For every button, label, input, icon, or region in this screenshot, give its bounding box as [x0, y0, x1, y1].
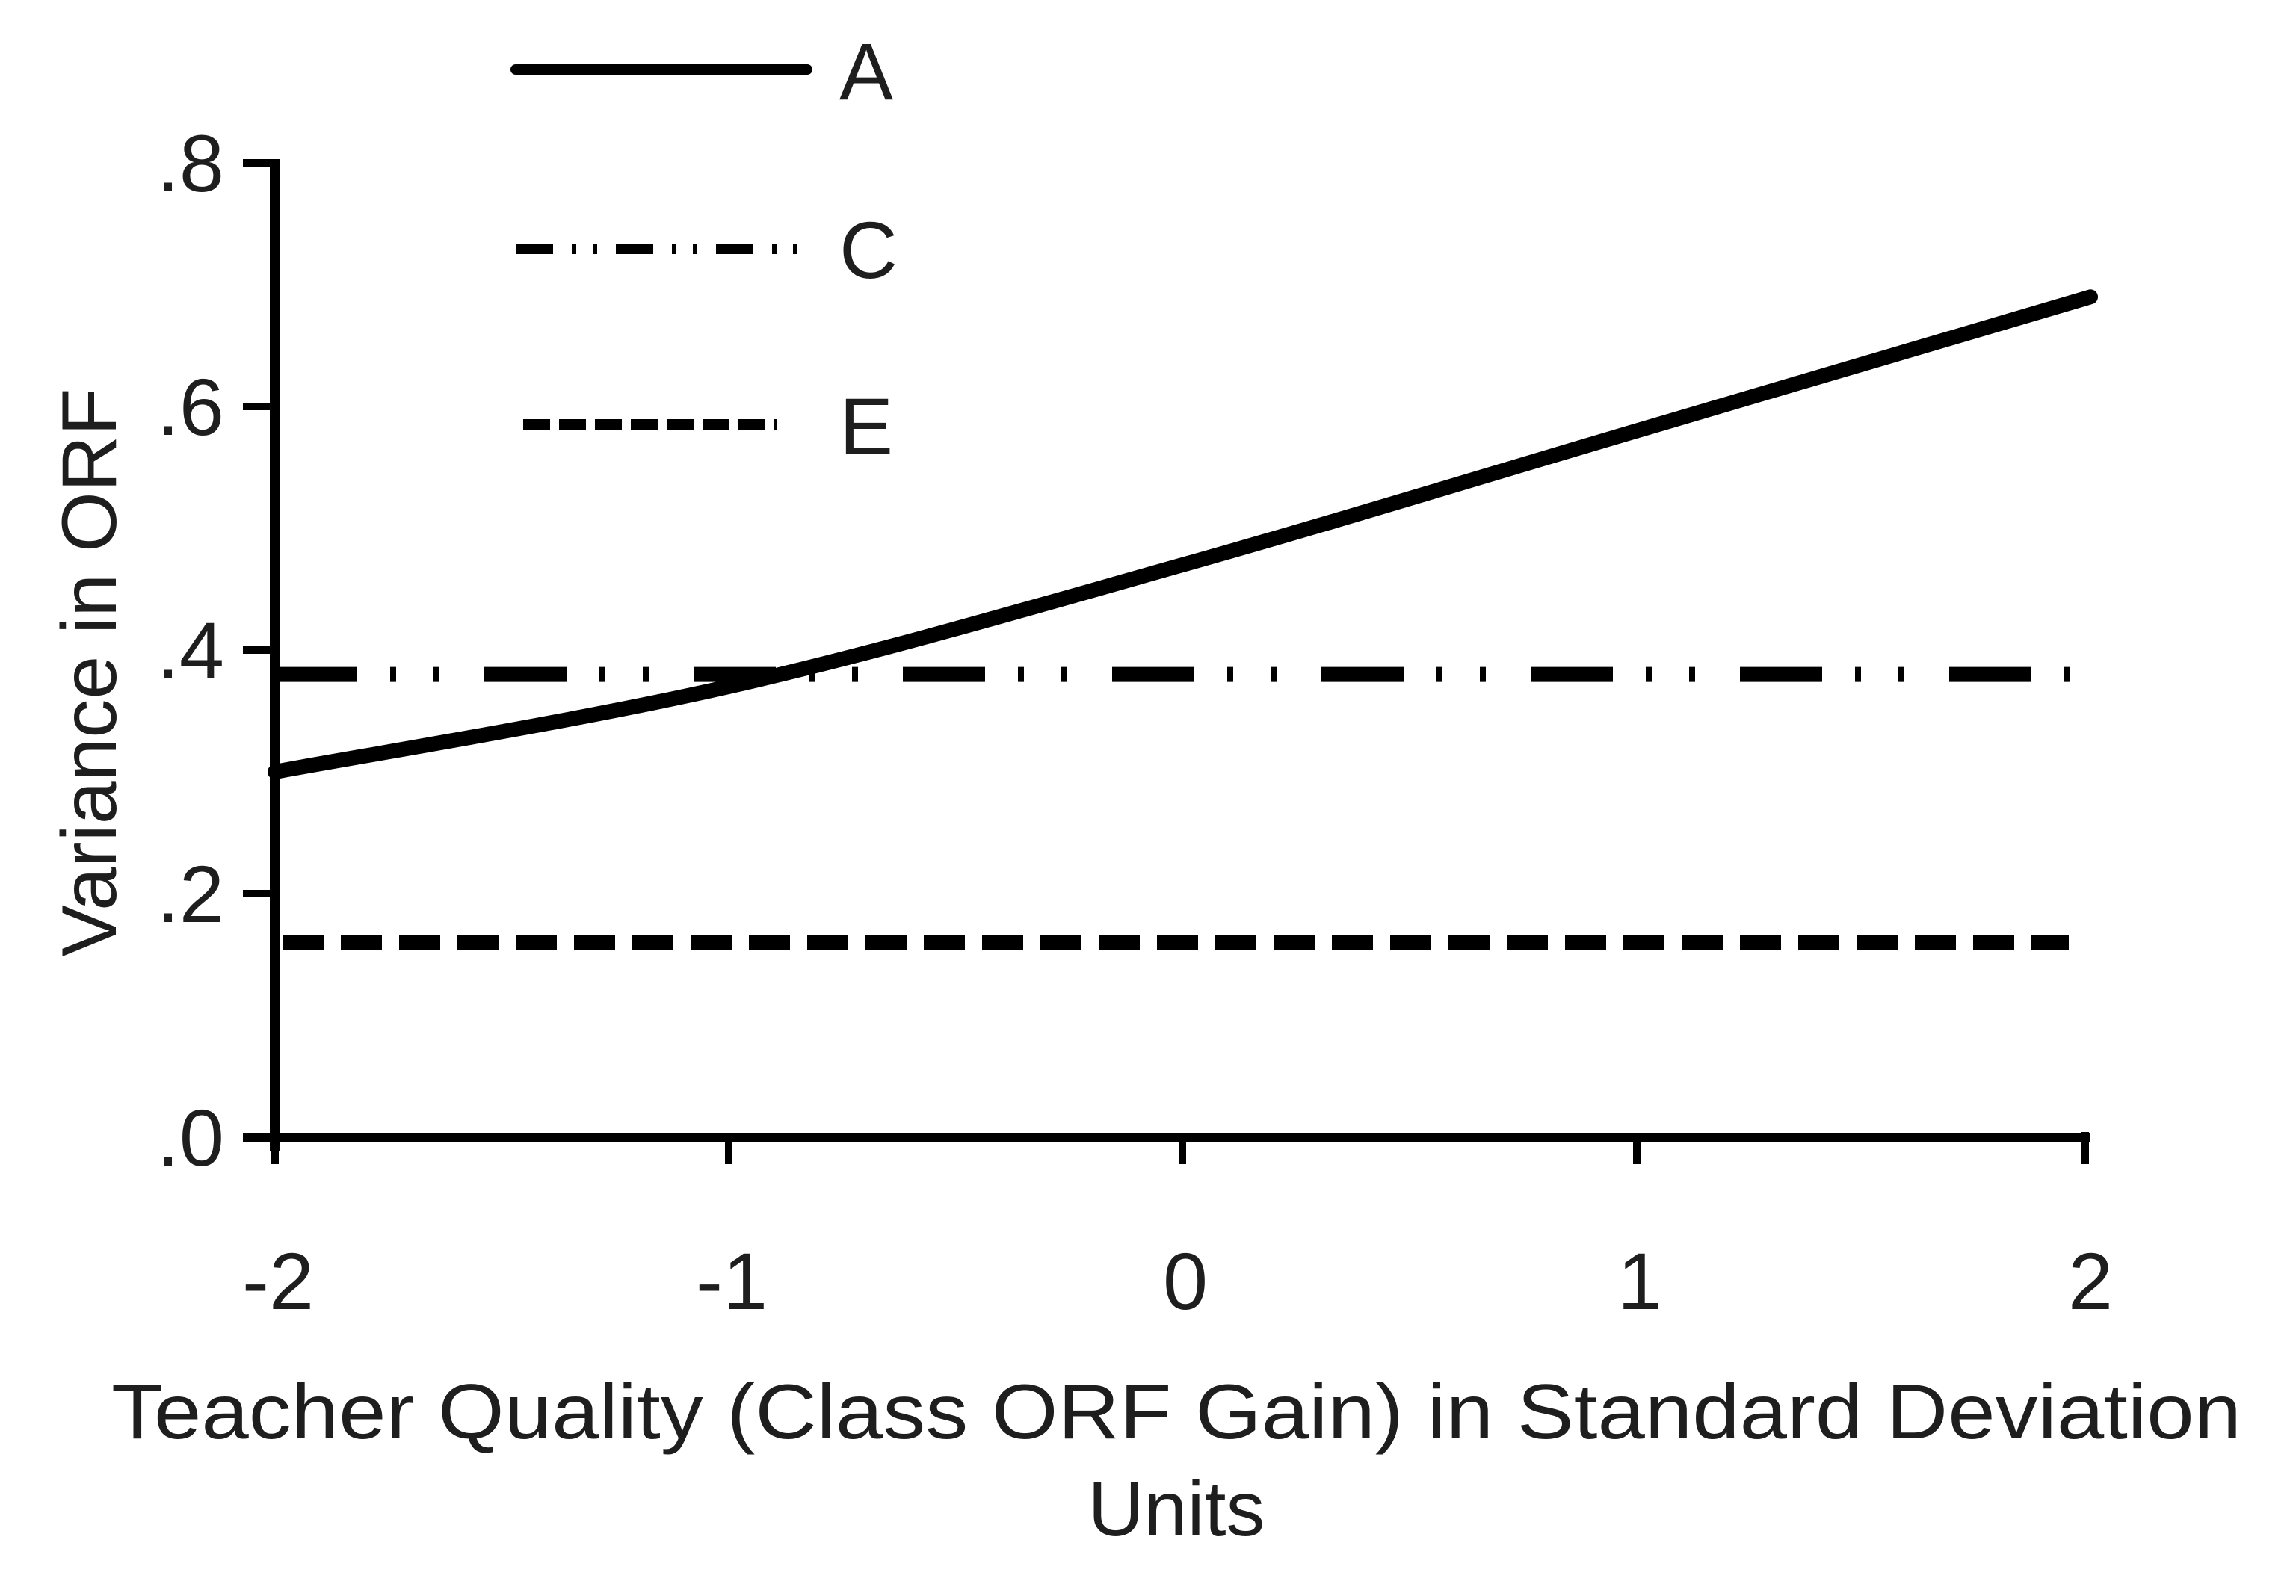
legend-label-e: E — [839, 381, 893, 471]
x-tick-label: 2 — [2068, 1236, 2113, 1326]
x-tick-label: 1 — [1617, 1236, 1662, 1326]
x-axis-title-line-1: Teacher Quality (Class ORF Gain) in Stan… — [111, 1369, 2241, 1456]
legend-item-a: A — [510, 26, 893, 117]
y-tick-label: .0 — [157, 1092, 224, 1183]
legend-item-c: C — [516, 205, 898, 295]
legend-label-c: C — [839, 205, 898, 295]
x-tick-labels: -2 -1 0 1 2 — [242, 1236, 2113, 1326]
y-tick-label: .2 — [157, 849, 224, 939]
legend-label-a: A — [839, 26, 893, 117]
x-axis: -2 -1 0 1 2 Teacher Quality (Class ORF G… — [111, 1132, 2241, 1553]
legend-item-e: E — [523, 381, 893, 471]
x-ticks — [271, 1132, 2089, 1164]
legend: A C E — [510, 26, 898, 471]
x-tick-label: -1 — [696, 1236, 768, 1326]
y-tick-label: .8 — [157, 118, 224, 208]
x-tick-label: -2 — [242, 1236, 314, 1326]
y-tick-label: .6 — [157, 362, 224, 452]
y-tick-labels: .0 .2 .4 .6 .8 — [157, 118, 224, 1183]
y-axis-title: Variance in ORF — [46, 388, 133, 956]
y-axis: .0 .2 .4 .6 .8 Variance in ORF — [46, 118, 280, 1183]
y-tick-label: .4 — [157, 605, 224, 696]
plot-series — [268, 289, 2098, 950]
x-axis-title-line-2: Units — [1088, 1466, 1265, 1553]
x-tick-label: 0 — [1163, 1236, 1208, 1326]
series-a-solid-line — [268, 289, 2098, 779]
